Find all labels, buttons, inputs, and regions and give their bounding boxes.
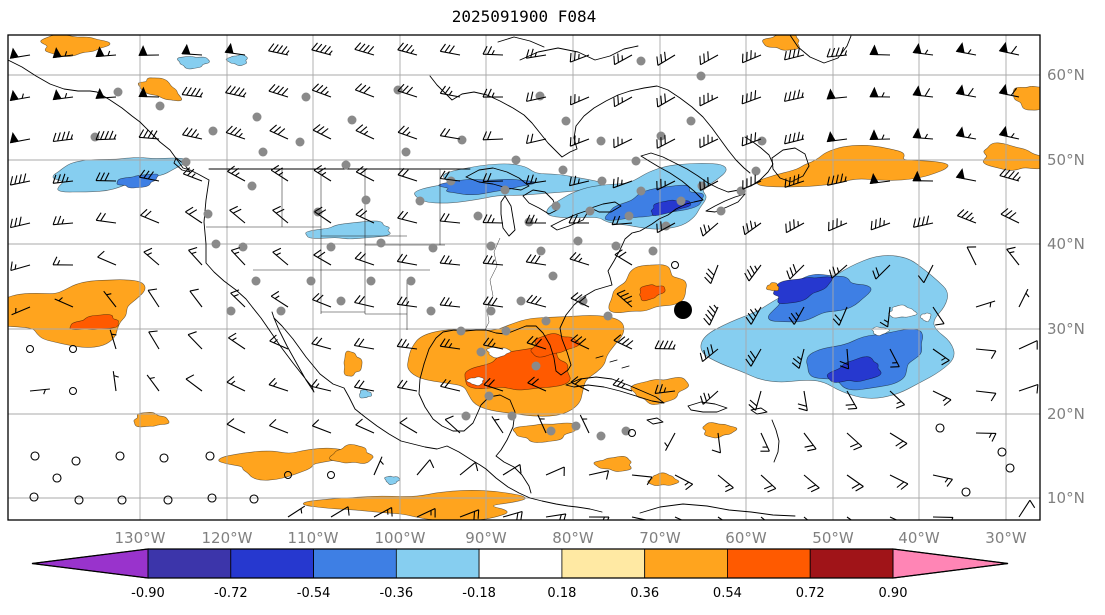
- colorbar-tick-label: -0.90: [131, 586, 165, 601]
- colorbar-tick-label: 0.36: [630, 586, 659, 601]
- grid-lines: [8, 35, 1040, 520]
- lon-tick-label: 90°W: [465, 529, 507, 547]
- colorbar-right-arrow: [892, 548, 1009, 579]
- lon-tick-label: 30°W: [985, 529, 1027, 547]
- storm-center-marker: [674, 301, 692, 319]
- colorbar-tick-label: 0.90: [879, 586, 908, 601]
- colorbar-tick-label: 0.54: [713, 586, 742, 601]
- colorbar-segment: [395, 548, 480, 579]
- shaded-regions: [8, 35, 1040, 520]
- colorbar-left-arrow: [31, 548, 149, 579]
- colorbar-tick-label: -0.36: [379, 586, 413, 601]
- colorbar-segment: [230, 548, 315, 579]
- rivers: [484, 237, 501, 331]
- colorbar-tick-label: 0.72: [796, 586, 825, 601]
- lon-tick-labels: 130°W 120°W 110°W 100°W 90°W 80°W 70°W 60°W 50°W…: [115, 529, 1027, 547]
- state-borders: [206, 169, 445, 330]
- colorbar-tick-label: -0.18: [462, 586, 496, 601]
- colorbar-tick-label: -0.72: [214, 586, 248, 601]
- lon-tick-label: 110°W: [288, 529, 339, 547]
- station-dots: [90, 56, 767, 441]
- lat-tick-label: 30°N: [1047, 320, 1085, 338]
- colorbar-segment: [478, 548, 563, 579]
- lat-tick-label: 60°N: [1047, 66, 1085, 84]
- wind-barbs: [9, 41, 1039, 520]
- lat-tick-labels: 60°N 50°N 40°N 30°N 20°N 10°N: [1047, 66, 1085, 507]
- colorbar-tick-label: 0.18: [547, 586, 576, 601]
- lon-tick-label: 80°W: [552, 529, 594, 547]
- lon-tick-label: 100°W: [375, 529, 426, 547]
- lat-tick-label: 10°N: [1047, 489, 1085, 507]
- colorbar-outline: [31, 548, 1009, 579]
- colorbar-segment: [727, 548, 811, 579]
- map-border: [7, 34, 1041, 521]
- colorbar-segment: [561, 548, 646, 579]
- lon-tick-label: 50°W: [812, 529, 854, 547]
- colorbar-segment: [313, 548, 397, 579]
- chart-title: 2025091900 F084: [451, 7, 597, 26]
- calm-wind-circles: [29, 423, 1015, 505]
- lon-tick-label: 70°W: [639, 529, 681, 547]
- lon-tick-label: 130°W: [115, 529, 166, 547]
- lat-tick-label: 50°N: [1047, 151, 1085, 169]
- lat-tick-label: 20°N: [1047, 405, 1085, 423]
- coastlines: [8, 35, 852, 517]
- lon-tick-label: 40°W: [898, 529, 940, 547]
- colorbar-segment: [147, 548, 232, 579]
- colorbar: -0.90 -0.72 -0.54 -0.36 -0.18 0.18 0.36 0.54 0.7…: [31, 548, 1009, 601]
- colorbar-tick-label: -0.54: [297, 586, 331, 601]
- lat-tick-label: 40°N: [1047, 235, 1085, 253]
- lon-tick-label: 60°W: [725, 529, 767, 547]
- lon-tick-label: 120°W: [202, 529, 253, 547]
- colorbar-segment: [644, 548, 728, 579]
- colorbar-segment: [809, 548, 894, 579]
